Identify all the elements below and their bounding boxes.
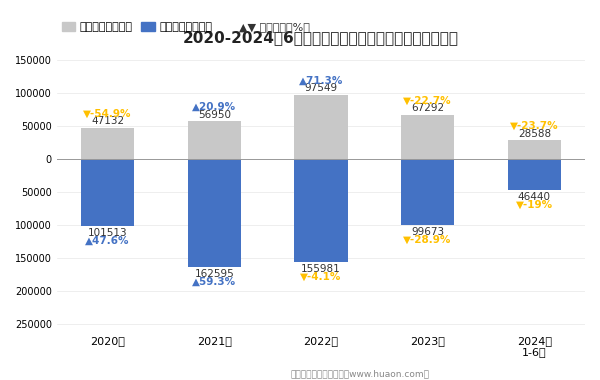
Bar bbox=[188, 159, 241, 266]
Text: 67292: 67292 bbox=[411, 103, 444, 113]
Text: 56950: 56950 bbox=[198, 110, 231, 120]
Bar bbox=[508, 159, 561, 190]
Text: ▲71.3%: ▲71.3% bbox=[299, 75, 343, 86]
Text: ▼-19%: ▼-19% bbox=[516, 200, 553, 210]
Bar bbox=[508, 140, 561, 159]
Bar bbox=[81, 128, 134, 159]
Text: ▼-22.7%: ▼-22.7% bbox=[403, 95, 452, 105]
Bar bbox=[294, 95, 347, 159]
Bar bbox=[401, 159, 454, 225]
Text: 47132: 47132 bbox=[91, 116, 124, 126]
Text: 97549: 97549 bbox=[304, 83, 337, 93]
Bar bbox=[401, 115, 454, 159]
Text: 制图：华经产业研究院（www.huaon.com）: 制图：华经产业研究院（www.huaon.com） bbox=[290, 369, 430, 378]
Text: 28588: 28588 bbox=[518, 128, 551, 139]
Bar bbox=[294, 159, 347, 262]
Text: ▼-23.7%: ▼-23.7% bbox=[510, 121, 559, 131]
Text: 99673: 99673 bbox=[411, 227, 444, 237]
Text: ▼-4.1%: ▼-4.1% bbox=[300, 272, 341, 282]
Legend: 出口额（万美元）, 进口额（万美元）, ▲▼ 同比增长（%）: 出口额（万美元）, 进口额（万美元）, ▲▼ 同比增长（%） bbox=[57, 17, 314, 36]
Text: ▼-28.9%: ▼-28.9% bbox=[403, 235, 452, 245]
Bar bbox=[81, 159, 134, 226]
Bar bbox=[188, 122, 241, 159]
Title: 2020-2024年6月兰州市商品收发货人所在地进、出口额: 2020-2024年6月兰州市商品收发货人所在地进、出口额 bbox=[183, 30, 459, 45]
Text: 162595: 162595 bbox=[194, 269, 234, 279]
Text: ▼-54.9%: ▼-54.9% bbox=[83, 109, 132, 119]
Text: ▲20.9%: ▲20.9% bbox=[192, 102, 236, 112]
Text: ▲47.6%: ▲47.6% bbox=[85, 236, 130, 246]
Text: 101513: 101513 bbox=[88, 228, 127, 238]
Text: ▲59.3%: ▲59.3% bbox=[192, 277, 236, 287]
Text: 155981: 155981 bbox=[301, 264, 341, 274]
Text: 46440: 46440 bbox=[518, 192, 551, 202]
